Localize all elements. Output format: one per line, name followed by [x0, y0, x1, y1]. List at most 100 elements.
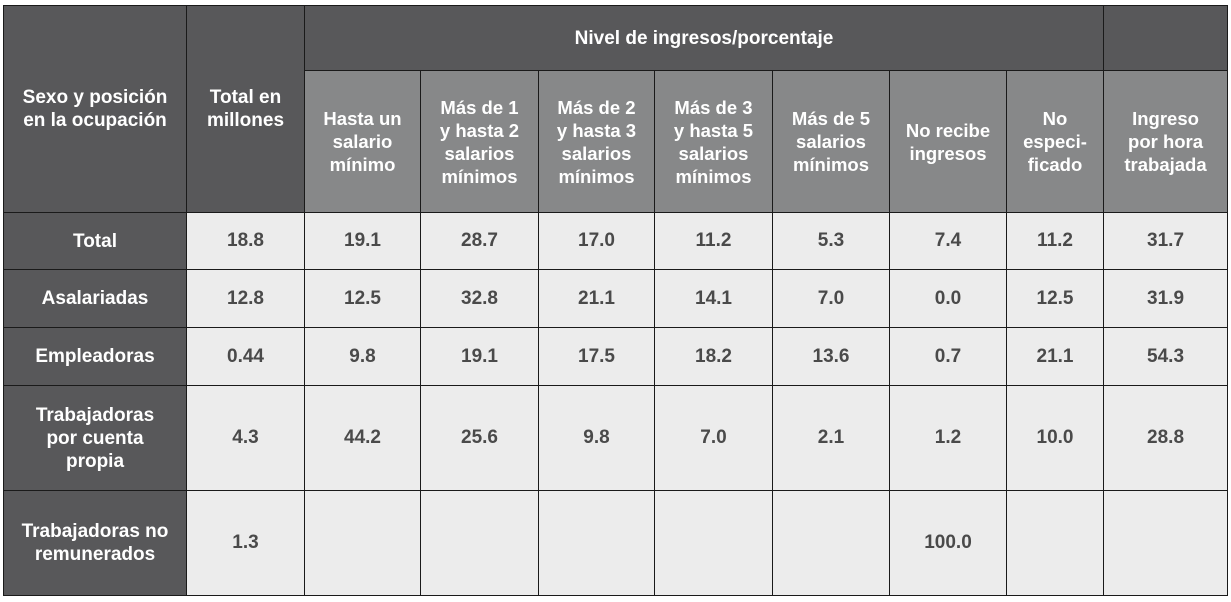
- header-line: Más de 3: [674, 96, 753, 118]
- header-line: salarios: [678, 142, 749, 164]
- header-line: ingresos: [909, 142, 987, 164]
- header-line: Ingreso: [1132, 108, 1199, 129]
- cell-ingreso-por-hora: 31.9: [1103, 269, 1229, 328]
- col-header-hasta-un-salario: Hasta un salario mínimo: [304, 70, 421, 213]
- header-line: mínimos: [441, 165, 518, 187]
- header-line: y hasta 3: [556, 119, 637, 141]
- header-line: No recibe: [905, 119, 991, 141]
- cell-value: 9.8: [538, 385, 655, 491]
- cell-total-millones: 12.8: [186, 269, 305, 328]
- header-line: salario: [332, 131, 393, 152]
- cell-value: [1005, 490, 1105, 596]
- row-label-line: propia: [65, 450, 125, 472]
- header-line: mínimos: [558, 165, 635, 187]
- header-line: No: [1042, 108, 1068, 129]
- row-label-line: Trabajadoras: [35, 404, 155, 426]
- header-line: Más de 2: [557, 96, 636, 118]
- cell-ingreso-por-hora: [1103, 490, 1229, 596]
- header-line: en la ocupación: [23, 110, 167, 131]
- col-header-1-a-2-salarios: Más de 1 y hasta 2 salarios mínimos: [420, 70, 539, 213]
- cell-value: 32.8: [420, 269, 539, 328]
- cell-value: [304, 490, 421, 596]
- cell-value: 28.7: [420, 212, 539, 270]
- table-row: Trabajadoras no remunerados 1.3 100.0: [3, 490, 1229, 596]
- row-label-line: Total: [73, 230, 117, 252]
- cell-value: 14.1: [654, 269, 773, 328]
- cell-value: 7.0: [654, 385, 773, 491]
- cell-value: 19.1: [420, 327, 539, 386]
- col-header-mas-de-5-salarios: Más de 5 salarios mínimos: [772, 70, 890, 213]
- header-line: por hora: [1128, 131, 1204, 152]
- cell-total-millones: 4.3: [186, 385, 305, 491]
- table-row: Empleadoras 0.44 9.8 19.1 17.5 18.2 13.6…: [3, 327, 1229, 386]
- row-label-line: Empleadoras: [35, 346, 155, 367]
- header-line: millones: [206, 110, 285, 131]
- header-line: salarios: [561, 142, 632, 164]
- cell-value: 7.0: [772, 269, 890, 328]
- row-label-header: Sexo y posición en la ocupación: [3, 5, 187, 213]
- header-line: salarios: [796, 131, 866, 152]
- header-line: especi-: [1023, 131, 1087, 152]
- hourly-group-spacer: [1103, 5, 1229, 71]
- cell-total-millones: 0.44: [186, 327, 305, 386]
- header-line: Total en: [209, 87, 282, 108]
- row-label-line: Trabajadoras no: [21, 521, 169, 542]
- cell-value: 17.0: [538, 212, 655, 270]
- table-row: Total 18.8 19.1 28.7 17.0 11.2 5.3 7.4 1…: [3, 212, 1229, 270]
- cell-value: 10.0: [1005, 385, 1105, 491]
- cell-ingreso-por-hora: 54.3: [1103, 327, 1229, 386]
- cell-total-millones: 1.3: [186, 490, 305, 596]
- header-line: Más de 5: [791, 108, 871, 129]
- income-group-header: Nivel de ingresos/porcentaje: [303, 5, 1105, 71]
- cell-value: [420, 490, 539, 596]
- row-label-line: Asalariadas: [41, 288, 149, 309]
- header-line: mínimos: [675, 165, 752, 187]
- cell-value: 11.2: [1005, 212, 1105, 270]
- row-label-line: por cuenta: [46, 427, 144, 449]
- cell-value: 18.2: [654, 327, 773, 386]
- header-line: ficado: [1027, 154, 1083, 175]
- cell-value: 0.7: [889, 327, 1007, 386]
- cell-value: 9.8: [304, 327, 421, 386]
- row-label-total: Total: [3, 212, 187, 270]
- col-header-no-especificado: No especi- ficado: [1005, 70, 1105, 213]
- total-millones-header: Total en millones: [186, 5, 305, 213]
- cell-value: 7.4: [889, 212, 1007, 270]
- row-label-trabajadoras-cuenta-propia: Trabajadoras por cuenta propia: [3, 385, 187, 491]
- header-line: Sexo y posición: [22, 87, 168, 108]
- row-label-line: remunerados: [34, 544, 156, 565]
- header-line: Hasta un: [323, 108, 402, 129]
- cell-value: 13.6: [772, 327, 890, 386]
- header-line: y hasta 2: [439, 119, 520, 141]
- cell-ingreso-por-hora: 28.8: [1103, 385, 1229, 491]
- col-header-ingreso-por-hora: Ingreso por hora trabajada: [1103, 70, 1229, 213]
- cell-value: 12.5: [304, 269, 421, 328]
- header-line: mínimos: [792, 154, 870, 175]
- cell-value: 1.2: [889, 385, 1007, 491]
- cell-value: 12.5: [1005, 269, 1105, 328]
- cell-value: [772, 490, 890, 596]
- header-line: trabajada: [1124, 154, 1207, 175]
- cell-value: [538, 490, 655, 596]
- cell-value: 2.1: [772, 385, 890, 491]
- row-label-empleadoras: Empleadoras: [3, 327, 187, 386]
- cell-value: 17.5: [538, 327, 655, 386]
- cell-value: 100.0: [889, 490, 1007, 596]
- table-row: Trabajadoras por cuenta propia 4.3 44.2 …: [3, 385, 1229, 491]
- table-row: Asalariadas 12.8 12.5 32.8 21.1 14.1 7.0…: [3, 269, 1229, 328]
- header-line: mínimo: [329, 154, 396, 175]
- col-header-2-a-3-salarios: Más de 2 y hasta 3 salarios mínimos: [538, 70, 655, 213]
- cell-value: 21.1: [538, 269, 655, 328]
- row-label-trabajadoras-no-remunerados: Trabajadoras no remunerados: [3, 490, 187, 596]
- cell-value: [654, 490, 773, 596]
- header-line: salarios: [444, 142, 515, 164]
- cell-value: 44.2: [304, 385, 421, 491]
- cell-value: 5.3: [772, 212, 890, 270]
- cell-ingreso-por-hora: 31.7: [1103, 212, 1229, 270]
- cell-value: 19.1: [304, 212, 421, 270]
- row-label-asalariadas: Asalariadas: [3, 269, 187, 328]
- col-header-3-a-5-salarios: Más de 3 y hasta 5 salarios mínimos: [654, 70, 773, 213]
- income-table: Sexo y posición en la ocupación Total en…: [3, 5, 1229, 596]
- cell-value: 25.6: [420, 385, 539, 491]
- cell-value: 21.1: [1005, 327, 1105, 386]
